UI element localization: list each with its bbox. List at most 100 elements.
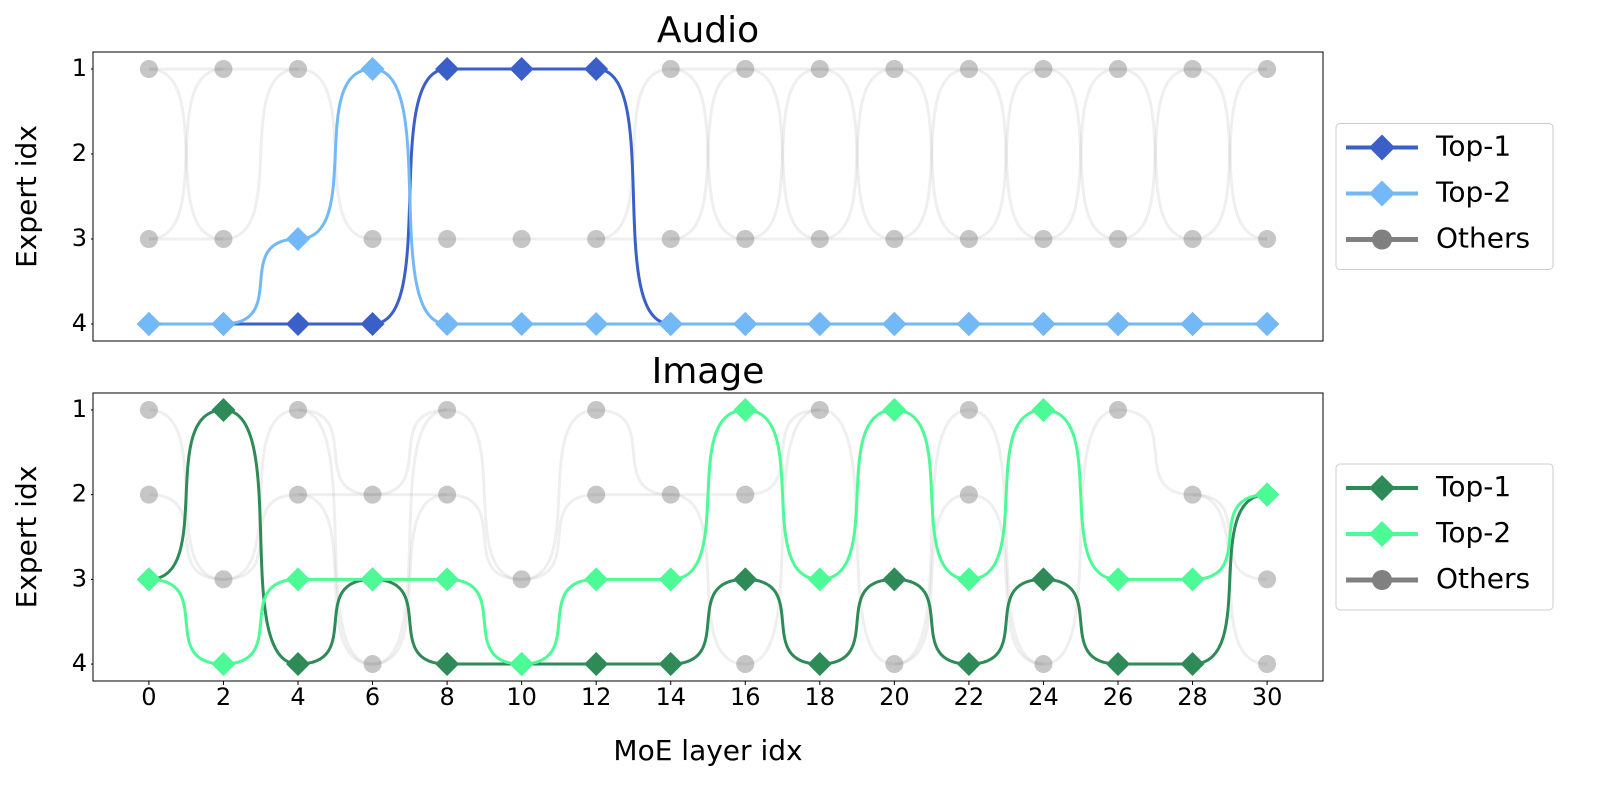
series-marker [584, 57, 609, 81]
x-tick-label: 18 [805, 683, 836, 711]
x-tick-label: 26 [1103, 683, 1134, 711]
others-dot [1258, 230, 1277, 248]
series-marker [360, 57, 385, 81]
others-link [745, 408, 820, 666]
others-link [968, 493, 1044, 666]
others-link [148, 67, 224, 241]
series-marker [1106, 567, 1130, 592]
x-tick-label: 10 [506, 683, 537, 711]
others-link [148, 67, 224, 241]
plot-area [92, 51, 1324, 342]
others-dot [810, 400, 829, 419]
others-link [1043, 408, 1119, 666]
legend-label: Top-2 [1435, 516, 1511, 549]
others-dot [1183, 60, 1202, 78]
others-link [1043, 67, 1119, 241]
x-tick-label: 20 [879, 683, 910, 711]
others-link [297, 408, 373, 497]
others-link [223, 408, 299, 581]
others-link [1043, 67, 1119, 241]
y-tick-label: 1 [72, 54, 87, 82]
others-dot [810, 60, 829, 78]
y-axis-label: Expert idx [10, 466, 43, 609]
legend-box [1335, 463, 1554, 611]
others-link [894, 67, 969, 241]
others-dot [587, 485, 606, 504]
legend-box [1335, 123, 1554, 270]
legend-label: Top-1 [1435, 470, 1511, 503]
others-link [447, 408, 522, 581]
series-marker [807, 312, 832, 336]
series-line [148, 408, 1268, 666]
series-marker [658, 312, 683, 336]
y-tick-label: 2 [72, 480, 87, 508]
others-link [596, 67, 671, 241]
others-link [819, 408, 895, 666]
series-marker [882, 312, 907, 336]
series-marker [1031, 397, 1056, 422]
others-link [894, 493, 969, 666]
others-link [521, 493, 597, 581]
y-tick-label: 1 [72, 395, 87, 423]
others-dot [289, 485, 307, 504]
others-dot [1109, 400, 1127, 419]
series-marker [360, 567, 385, 592]
others-dot [438, 400, 457, 419]
others-link [670, 493, 746, 666]
others-dot [214, 570, 233, 589]
others-link [148, 493, 224, 581]
y-tick-label: 2 [72, 139, 87, 167]
subplot-title: Audio [657, 10, 759, 51]
others-dot [139, 400, 158, 419]
legend-label: Top-2 [1435, 176, 1511, 209]
series-marker [807, 652, 832, 677]
others-dot [736, 485, 755, 504]
others-link [223, 67, 299, 241]
others-link [372, 408, 448, 666]
others-links [148, 67, 1268, 241]
series-marker [584, 652, 609, 677]
others-dot [885, 60, 904, 78]
x-tick-label: 16 [730, 683, 761, 711]
others-dot [1258, 655, 1277, 674]
others-link [447, 493, 522, 581]
others-link [819, 67, 895, 241]
series-marker [1106, 652, 1130, 677]
series-marker [211, 397, 236, 422]
others-dot [139, 230, 158, 248]
y-tick-label: 4 [72, 649, 87, 677]
others-link [670, 67, 746, 241]
subplot-title: Image [652, 351, 765, 392]
others-link [1192, 67, 1268, 241]
series-marker [211, 312, 236, 336]
others-dot [1034, 230, 1053, 248]
legend-marker [1372, 570, 1392, 590]
series-marker [1106, 312, 1130, 336]
series-marker [956, 312, 981, 336]
others-dot [959, 485, 978, 504]
others-dot [1183, 230, 1202, 248]
others-dot [885, 230, 904, 248]
others-dot [661, 230, 680, 248]
legend-marker [1369, 180, 1395, 207]
x-tick-label: 8 [439, 683, 454, 711]
legend-marker [1369, 134, 1395, 161]
others-dot [139, 60, 158, 78]
others-link [894, 67, 969, 241]
x-tick-label: 28 [1177, 683, 1208, 711]
series-marker [509, 312, 534, 336]
series-marker [658, 567, 683, 592]
series-marker [584, 567, 609, 592]
series-marker [807, 567, 832, 592]
series-marker [1255, 312, 1280, 336]
series-marker [136, 567, 161, 592]
x-tick-label: 22 [954, 683, 985, 711]
others-link [1117, 408, 1193, 497]
others-dot [438, 230, 457, 248]
series-marker [286, 652, 310, 677]
series-marker [1031, 567, 1056, 592]
x-tick-label: 2 [216, 683, 231, 711]
others-link [894, 408, 970, 666]
others-dot [363, 655, 382, 674]
series-marker [136, 312, 161, 336]
